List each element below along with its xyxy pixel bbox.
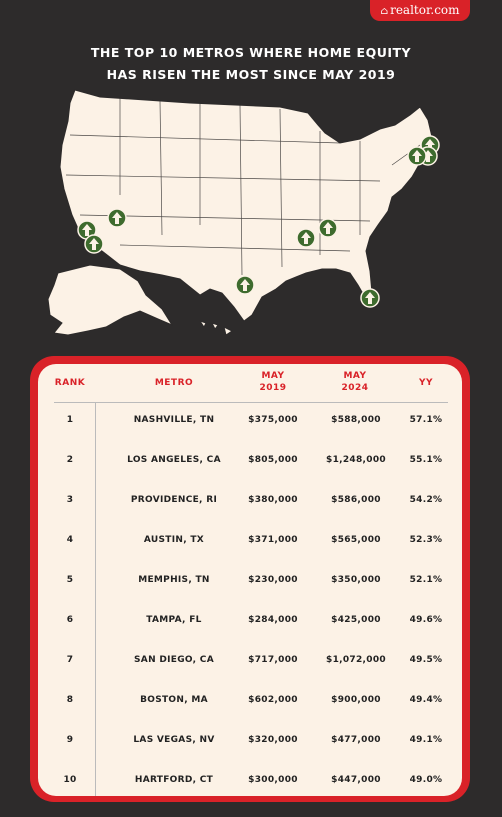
- rank-cell: 1: [66, 415, 74, 425]
- may-2024-cell: $447,000: [331, 775, 381, 785]
- realtor-logo: ⌂ realtor.com: [370, 0, 470, 21]
- header-may-2024-line1: MAY: [343, 371, 367, 381]
- table-row: 10 HARTFORD, CT $300,000 $447,000 49.0%: [38, 762, 462, 796]
- yy-cell: 55.1%: [409, 455, 443, 465]
- header-rank: RANK: [54, 378, 86, 388]
- us-map: [47, 89, 440, 336]
- page-title: THE TOP 10 METROS WHERE HOME EQUITY HAS …: [0, 42, 502, 86]
- metro-cell: HARTFORD, CT: [134, 775, 214, 785]
- up-arrow-icon-hartford: [407, 146, 427, 166]
- header-may-2019-line2: 2019: [259, 383, 287, 393]
- may-2019-cell: $380,000: [248, 495, 298, 505]
- yy-cell: 54.2%: [409, 495, 443, 505]
- yy-cell: 49.4%: [409, 695, 443, 705]
- rank-cell: 7: [66, 655, 74, 665]
- up-arrow-icon-las-vegas: [107, 208, 127, 228]
- may-2024-cell: $477,000: [331, 735, 381, 745]
- hawaii-shape: [198, 320, 233, 336]
- header-metro: METRO: [154, 378, 194, 388]
- rank-cell: 3: [66, 495, 74, 505]
- metro-cell: TAMPA, FL: [146, 615, 202, 625]
- up-arrow-icon-austin: [235, 275, 255, 295]
- may-2024-cell: $588,000: [331, 415, 381, 425]
- yy-cell: 49.5%: [409, 655, 443, 665]
- may-2019-cell: $320,000: [248, 735, 298, 745]
- rank-column-divider: [95, 402, 96, 796]
- may-2019-cell: $805,000: [248, 455, 298, 465]
- metro-cell: LAS VEGAS, NV: [133, 735, 215, 745]
- header-yy: YY: [418, 378, 434, 388]
- header-may-2019: MAY 2019: [248, 370, 298, 394]
- up-arrow-icon-san-diego: [84, 234, 104, 254]
- table-row: 5 MEMPHIS, TN $230,000 $350,000 52.1%: [38, 562, 462, 602]
- up-arrow-icon-memphis: [296, 228, 316, 248]
- header-divider: [54, 402, 448, 403]
- may-2019-cell: $230,000: [248, 575, 298, 585]
- yy-cell: 49.6%: [409, 615, 443, 625]
- may-2019-cell: $371,000: [248, 535, 298, 545]
- alaska-shape: [47, 264, 174, 336]
- table-row: 8 BOSTON, MA $602,000 $900,000 49.4%: [38, 682, 462, 722]
- metro-cell: SAN DIEGO, CA: [134, 655, 214, 665]
- table-row: 2 LOS ANGELES, CA $805,000 $1,248,000 55.1%: [38, 442, 462, 482]
- up-arrow-icon-nashville: [318, 218, 338, 238]
- may-2024-cell: $900,000: [331, 695, 381, 705]
- table-row: 6 TAMPA, FL $284,000 $425,000 49.6%: [38, 602, 462, 642]
- rank-cell: 9: [66, 735, 74, 745]
- rank-cell: 5: [66, 575, 74, 585]
- may-2024-cell: $586,000: [331, 495, 381, 505]
- rank-cell: 2: [66, 455, 74, 465]
- may-2019-cell: $300,000: [248, 775, 298, 785]
- may-2024-cell: $1,072,000: [326, 655, 386, 665]
- up-arrow-icon-tampa: [360, 288, 380, 308]
- table-row: 1 NASHVILLE, TN $375,000 $588,000 57.1%: [38, 402, 462, 442]
- rank-cell: 6: [66, 615, 74, 625]
- rankings-table: RANK METRO MAY 2019 MAY 2024 YY 1 NASHVILLE…: [38, 364, 462, 796]
- rank-cell: 4: [66, 535, 74, 545]
- may-2024-cell: $425,000: [331, 615, 381, 625]
- metro-cell: BOSTON, MA: [140, 695, 208, 705]
- logo-text: realtor.com: [390, 3, 460, 17]
- header-may-2019-line1: MAY: [261, 371, 285, 381]
- house-icon: ⌂: [380, 6, 389, 17]
- yy-cell: 49.0%: [409, 775, 443, 785]
- metro-cell: NASHVILLE, TN: [133, 415, 215, 425]
- may-2019-cell: $717,000: [248, 655, 298, 665]
- yy-cell: 52.1%: [409, 575, 443, 585]
- table-row: 9 LAS VEGAS, NV $320,000 $477,000 49.1%: [38, 722, 462, 762]
- may-2019-cell: $284,000: [248, 615, 298, 625]
- yy-cell: 57.1%: [409, 415, 443, 425]
- table-row: 7 SAN DIEGO, CA $717,000 $1,072,000 49.5%: [38, 642, 462, 682]
- yy-cell: 52.3%: [409, 535, 443, 545]
- rankings-card: RANK METRO MAY 2019 MAY 2024 YY 1 NASHVILLE…: [30, 356, 470, 802]
- may-2024-cell: $350,000: [331, 575, 381, 585]
- metro-cell: MEMPHIS, TN: [138, 575, 210, 585]
- header-may-2024-line2: 2024: [341, 383, 369, 393]
- rank-cell: 10: [63, 775, 77, 785]
- rank-cell: 8: [66, 695, 74, 705]
- metro-cell: PROVIDENCE, RI: [130, 495, 218, 505]
- yy-cell: 49.1%: [409, 735, 443, 745]
- title-line-2: HAS RISEN THE MOST SINCE MAY 2019: [106, 67, 396, 82]
- table-row: 4 AUSTIN, TX $371,000 $565,000 52.3%: [38, 522, 462, 562]
- may-2024-cell: $565,000: [331, 535, 381, 545]
- up-arrow-icon-los-angeles: [77, 220, 97, 240]
- may-2019-cell: $602,000: [248, 695, 298, 705]
- continental-us-shape: [59, 89, 433, 322]
- may-2019-cell: $375,000: [248, 415, 298, 425]
- table-header: RANK METRO MAY 2019 MAY 2024 YY: [38, 364, 462, 402]
- may-2024-cell: $1,248,000: [326, 455, 386, 465]
- title-line-1: THE TOP 10 METROS WHERE HOME EQUITY: [90, 45, 412, 60]
- header-may-2024: MAY 2024: [330, 370, 380, 394]
- metro-cell: AUSTIN, TX: [143, 535, 205, 545]
- metro-cell: LOS ANGELES, CA: [127, 455, 221, 465]
- table-row: 3 PROVIDENCE, RI $380,000 $586,000 54.2%: [38, 482, 462, 522]
